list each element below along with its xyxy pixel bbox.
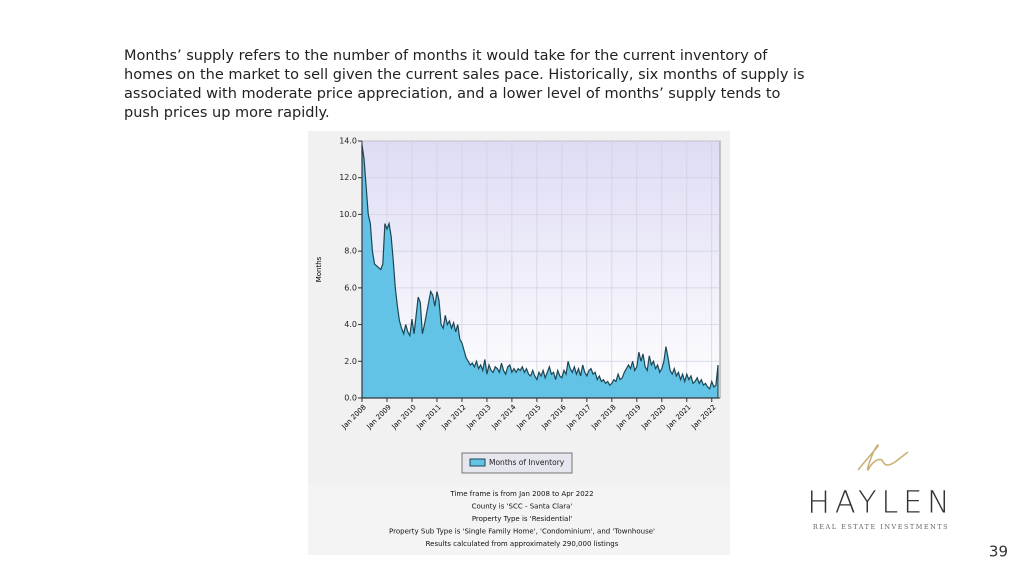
- paragraph-line: homes on the market to sell given the cu…: [124, 67, 805, 83]
- y-axis-label: Months: [315, 256, 323, 282]
- page-number: 39: [989, 543, 1008, 561]
- note: Results calculated from approximately 29…: [426, 540, 619, 548]
- note: Time frame is from Jan 2008 to Apr 2022: [449, 490, 593, 498]
- paragraph-line: Months’ supply refers to the number of m…: [124, 48, 768, 64]
- note: Property Type is 'Residential': [472, 515, 572, 523]
- legend-box: [461, 452, 573, 474]
- y-tick-label: 0.0: [344, 394, 357, 403]
- area: [361, 144, 719, 399]
- logo-mark: [857, 444, 909, 471]
- paragraph-line: push prices up more rapidly.: [124, 105, 330, 121]
- paragraph-line: associated with moderate price appreciat…: [124, 86, 781, 102]
- y-tick-label: 10.0: [339, 210, 357, 219]
- y-tick-label: 14.0: [339, 137, 357, 146]
- y-tick-label: 8.0: [344, 247, 357, 256]
- logo: HAYLEN REAL ESTATE INVESTMENTS: [807, 444, 954, 531]
- legend: Months of Inventory: [461, 452, 573, 474]
- y-tick-label: 12.0: [339, 173, 357, 182]
- y-tick-label: 6.0: [344, 283, 357, 292]
- note: County is 'SCC - Santa Clara': [472, 503, 573, 511]
- y-tick-label: 4.0: [344, 320, 357, 329]
- logo-tagline: REAL ESTATE INVESTMENTS: [813, 523, 949, 531]
- y-tick-label: 2.0: [344, 357, 357, 366]
- notes-panel: [308, 485, 730, 555]
- legend-label: Months of Inventory: [489, 458, 565, 467]
- note: Property Sub Type is 'Single Family Home…: [389, 528, 655, 536]
- legend-swatch: [469, 458, 486, 467]
- logo-name: HAYLEN: [807, 486, 954, 521]
